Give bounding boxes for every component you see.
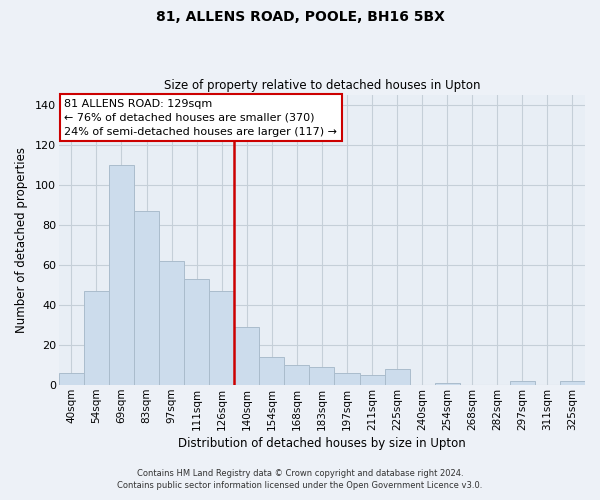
Bar (334, 373, 359, 385)
Bar (134, 211, 159, 385)
Text: 81, ALLENS ROAD, POOLE, BH16 5BX: 81, ALLENS ROAD, POOLE, BH16 5BX (155, 10, 445, 24)
Bar (259, 357, 284, 385)
Bar (359, 375, 385, 385)
Bar (234, 327, 259, 385)
Title: Size of property relative to detached houses in Upton: Size of property relative to detached ho… (164, 79, 480, 92)
Text: 81 ALLENS ROAD: 129sqm
← 76% of detached houses are smaller (370)
24% of semi-de: 81 ALLENS ROAD: 129sqm ← 76% of detached… (64, 99, 337, 137)
Bar (159, 261, 184, 385)
Bar (109, 164, 134, 385)
Bar (434, 383, 460, 385)
Y-axis label: Number of detached properties: Number of detached properties (15, 147, 28, 333)
Bar (310, 367, 334, 385)
Bar (284, 365, 310, 385)
Bar (59, 373, 84, 385)
Bar (560, 381, 585, 385)
Bar (385, 369, 410, 385)
X-axis label: Distribution of detached houses by size in Upton: Distribution of detached houses by size … (178, 437, 466, 450)
Bar (510, 381, 535, 385)
Bar (84, 291, 109, 385)
Bar (209, 291, 234, 385)
Text: Contains HM Land Registry data © Crown copyright and database right 2024.
Contai: Contains HM Land Registry data © Crown c… (118, 469, 482, 490)
Bar (184, 279, 209, 385)
